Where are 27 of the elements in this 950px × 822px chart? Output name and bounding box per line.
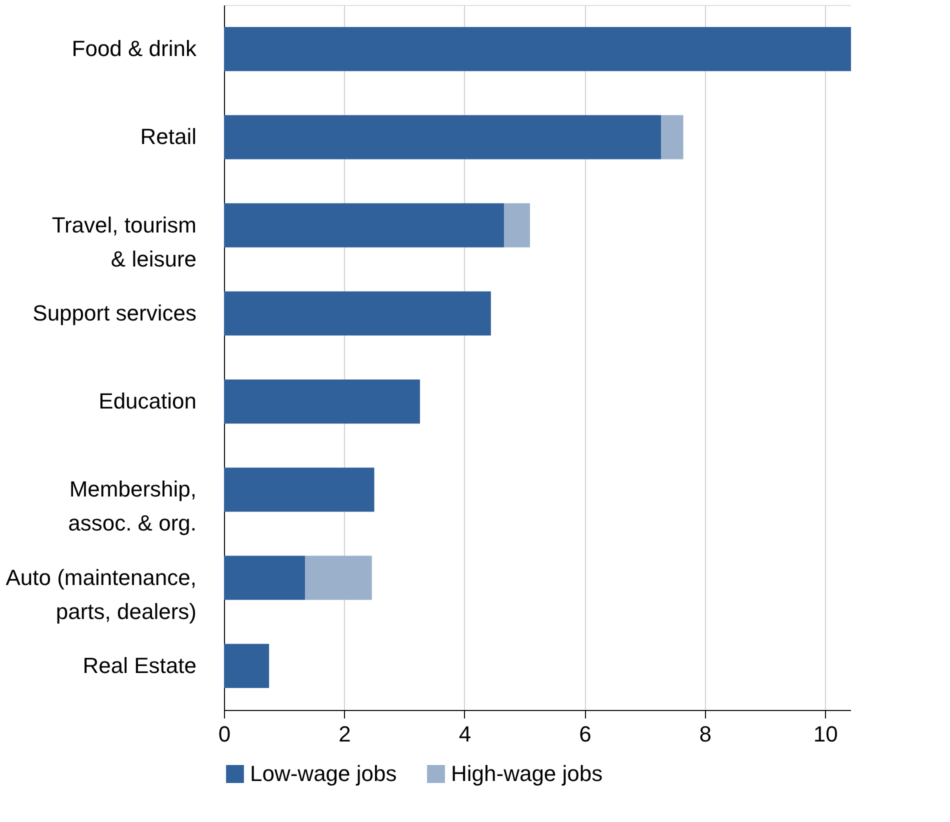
y-tick-label: Auto (maintenance, parts, dealers) <box>6 564 196 624</box>
bar <box>224 27 851 72</box>
x-tick-label: 10 <box>813 722 838 746</box>
bar <box>504 203 530 248</box>
bar <box>224 468 374 512</box>
y-tick-label: Support services <box>32 300 196 326</box>
bar <box>305 556 372 600</box>
x-tick-label: 4 <box>458 722 472 746</box>
x-tick-label: 6 <box>579 722 592 746</box>
y-tick-label: Food & drink <box>72 36 198 62</box>
legend-label: Low-wage jobs <box>250 761 397 786</box>
y-tick-label: Travel, tourism & leisure <box>52 212 196 272</box>
y-tick-label: Real Estate <box>82 652 196 678</box>
bar <box>224 644 270 688</box>
x-tick-label: 0 <box>218 722 231 746</box>
x-tick-label: 2 <box>338 722 351 746</box>
y-tick-label: Education <box>98 388 196 414</box>
x-tick-label: 8 <box>699 722 712 746</box>
y-tick-label: Membership, assoc. & org. <box>68 476 196 536</box>
bar <box>224 203 504 248</box>
bar <box>224 380 420 424</box>
bar <box>224 115 662 160</box>
bar <box>224 291 491 336</box>
legend-label: High-wage jobs <box>451 761 603 786</box>
y-tick-label: Retail <box>140 124 196 150</box>
bar <box>224 556 306 600</box>
bar <box>661 115 684 160</box>
